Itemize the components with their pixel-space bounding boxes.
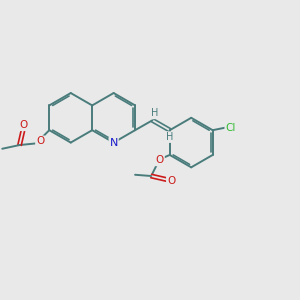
Text: H: H	[151, 108, 159, 118]
Text: O: O	[19, 120, 27, 130]
Text: O: O	[167, 176, 175, 186]
Text: Cl: Cl	[225, 123, 236, 133]
Text: H: H	[166, 132, 173, 142]
Text: N: N	[110, 138, 118, 148]
Text: O: O	[156, 155, 164, 165]
Text: O: O	[36, 136, 44, 146]
